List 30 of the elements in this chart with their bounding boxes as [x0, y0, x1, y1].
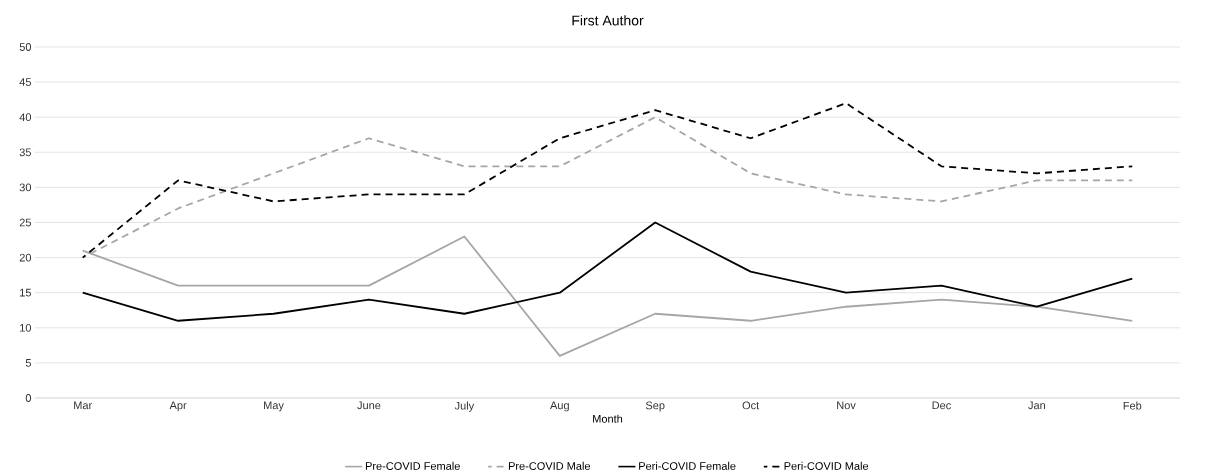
y-tick-label: 5 — [25, 358, 31, 367]
y-tick-label: 10 — [20, 323, 32, 332]
line-series — [81, 221, 1134, 322]
x-axis-title: Month — [593, 414, 623, 423]
x-tick-label: May — [264, 401, 284, 412]
x-tick-label: Feb — [1123, 401, 1142, 410]
legend-label: Peri-COVID Male — [784, 461, 869, 470]
legend-label: Pre-COVID Female — [365, 461, 460, 470]
y-tick-label: 0 — [25, 393, 32, 402]
y-tick-label: 15 — [20, 288, 31, 297]
legend-label: Peri-COVID Female — [639, 461, 736, 470]
x-tick-label: Sep — [645, 401, 665, 412]
x-tick-label: Mar — [74, 401, 92, 410]
x-tick-label: Apr — [169, 401, 187, 412]
x-tick-label: June — [357, 401, 381, 410]
y-tick-label: 30 — [19, 183, 32, 192]
y-tick-label: 40 — [19, 113, 32, 121]
x-tick-label: Oct — [742, 401, 760, 410]
x-tick-label: Jan — [1028, 401, 1046, 410]
chart-title: First Author — [572, 15, 644, 26]
x-tick-label: Nov — [837, 401, 856, 410]
y-tick-label: 35 — [19, 148, 31, 157]
x-tick-label: Dec — [932, 401, 951, 410]
y-tick-label: 50 — [19, 42, 32, 51]
y-tick-label: 45 — [19, 78, 31, 86]
x-tick-label: Aug — [550, 401, 569, 412]
legend-label: Pre-COVID Male — [508, 461, 591, 470]
y-tick-label: 20 — [19, 253, 32, 262]
y-tick-label: 25 — [19, 218, 31, 227]
x-tick-label: July — [454, 401, 475, 412]
